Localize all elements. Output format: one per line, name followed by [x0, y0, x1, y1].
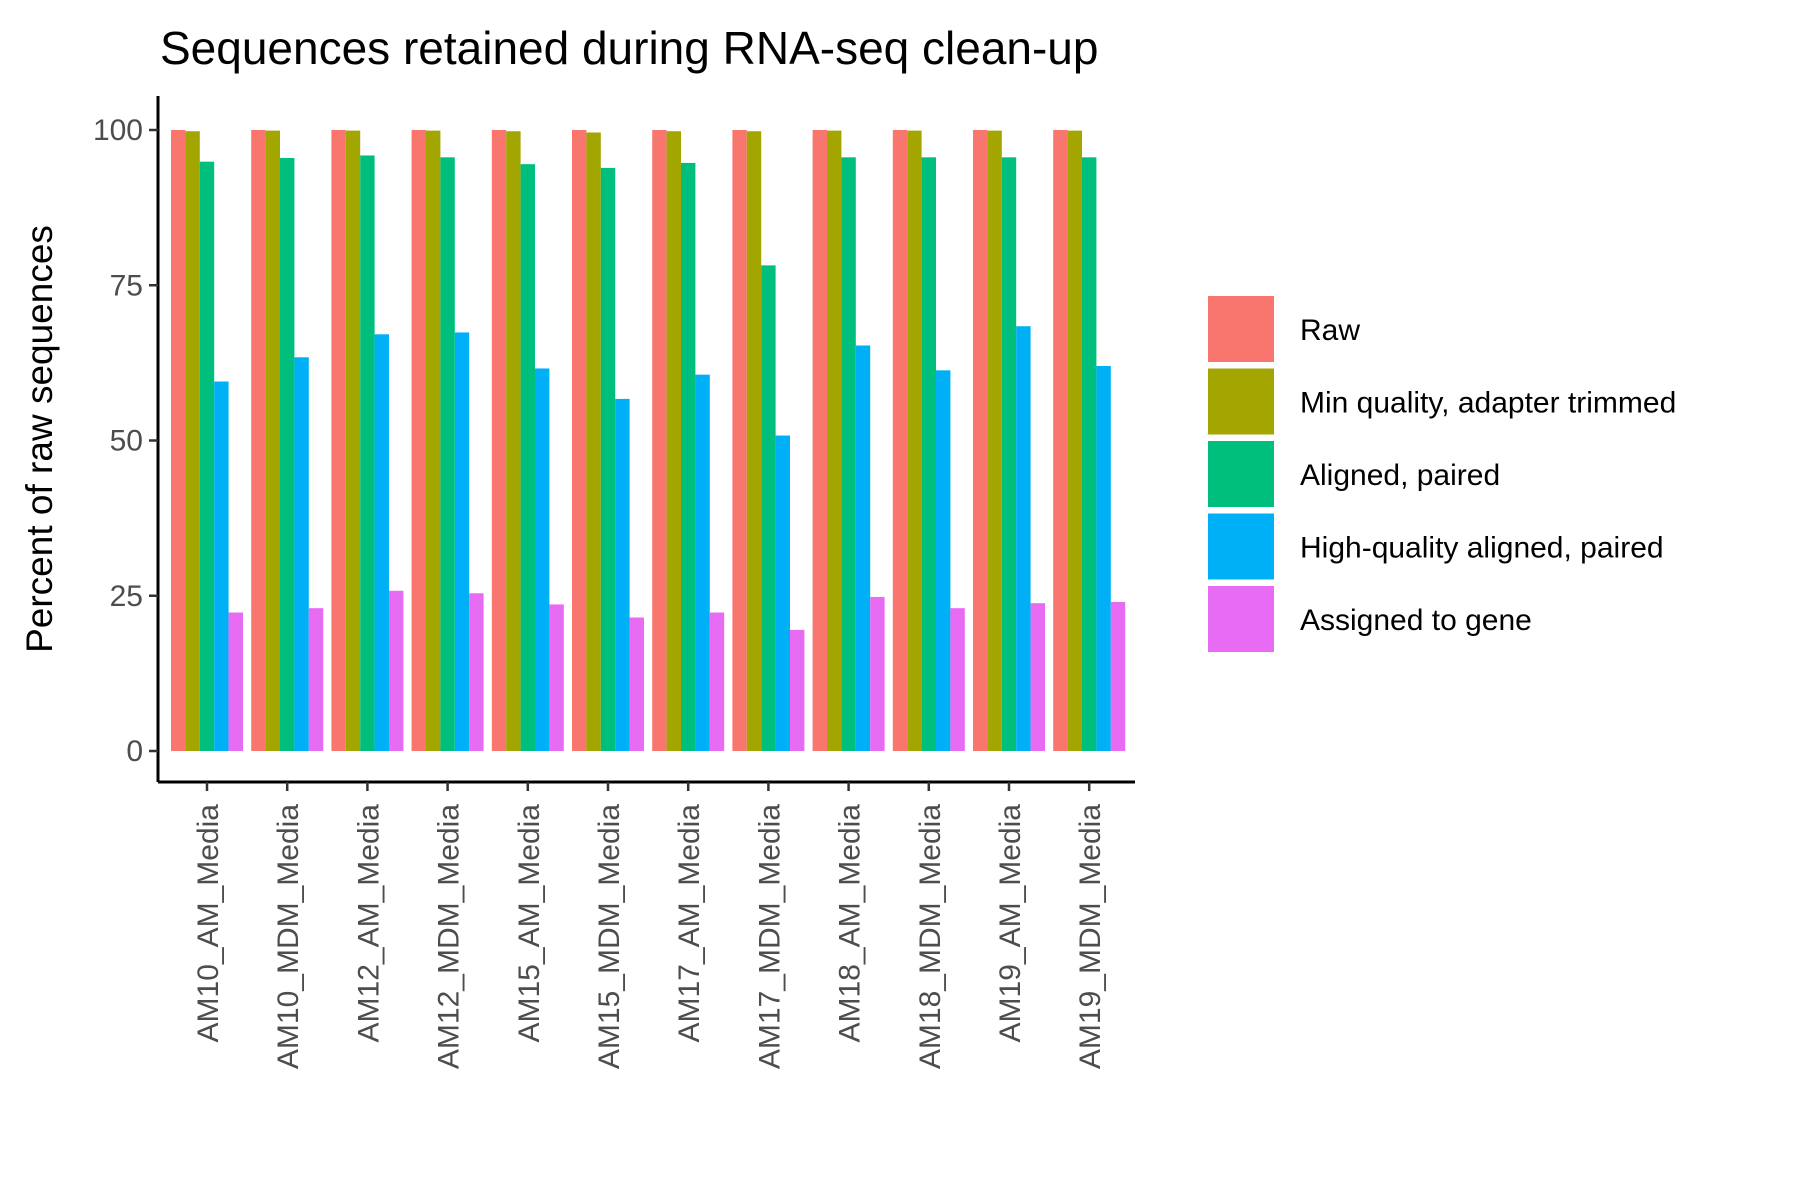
bar-AM12_AM_Media-4	[374, 334, 389, 751]
bar-AM10_AM_Media-3	[199, 161, 215, 752]
y-axis: 0 25 50 75 100	[93, 96, 160, 782]
x-axis: AM10_AM_Media AM10_MDM_Media AM12_AM_Media…	[158, 780, 1135, 1069]
bar-AM10_AM_Media-4	[214, 381, 229, 751]
y-tick-label: 75	[110, 269, 143, 302]
x-tick-label: AM15_AM_Media	[513, 804, 546, 1043]
bar-AM19_AM_Media-3	[1001, 157, 1017, 751]
bar-AM10_AM_Media-1	[171, 130, 186, 751]
x-tick-label: AM19_MDM_Media	[1074, 804, 1107, 1069]
bar-AM17_MDM_Media-4	[775, 435, 790, 751]
bar-AM17_AM_Media-3	[681, 162, 696, 751]
x-tick-label: AM15_MDM_Media	[593, 804, 626, 1069]
bar-AM12_MDM_Media-5	[469, 593, 484, 751]
bar-AM12_AM_Media-5	[389, 590, 404, 751]
bar-AM19_MDM_Media-4	[1096, 365, 1111, 751]
bar-AM12_MDM_Media-2	[426, 130, 441, 751]
bar-AM10_MDM_Media-3	[280, 157, 295, 751]
x-tick-label: AM17_MDM_Media	[753, 804, 786, 1069]
bar-AM18_MDM_Media-5	[950, 608, 965, 751]
legend-key	[1208, 296, 1274, 362]
bar-AM15_AM_Media-2	[506, 131, 521, 752]
legend-key	[1208, 368, 1274, 435]
bar-AM17_MDM_Media-2	[746, 131, 762, 752]
bar-AM18_MDM_Media-2	[907, 130, 922, 751]
bar-AM15_MDM_Media-2	[586, 132, 601, 752]
x-tick-label: AM10_AM_Media	[192, 804, 225, 1043]
bars-layer	[171, 130, 1126, 752]
chart-title: Sequences retained during RNA-seq clean-…	[160, 22, 1098, 74]
x-tick-label: AM12_AM_Media	[352, 804, 385, 1043]
bar-AM10_AM_Media-5	[228, 612, 243, 751]
bar-AM10_MDM_Media-4	[294, 357, 309, 751]
bar-AM19_MDM_Media-2	[1067, 130, 1082, 751]
bar-AM15_AM_Media-1	[491, 130, 507, 751]
legend-label: Assigned to gene	[1300, 604, 1532, 637]
legend-key	[1208, 586, 1274, 652]
x-tick-label: AM19_AM_Media	[994, 804, 1027, 1043]
bar-AM18_AM_Media-3	[841, 157, 856, 751]
bar-AM17_AM_Media-2	[666, 131, 681, 752]
bar-AM15_MDM_Media-1	[572, 130, 587, 751]
bar-AM17_MDM_Media-5	[790, 629, 805, 751]
bar-AM15_MDM_Media-4	[615, 398, 630, 751]
y-tick-label: 50	[110, 425, 143, 458]
bar-AM10_AM_Media-2	[185, 131, 200, 752]
x-tick-label: AM12_MDM_Media	[433, 804, 466, 1069]
y-tick-label: 0	[126, 735, 143, 768]
bar-AM18_MDM_Media-3	[921, 157, 936, 751]
bar-AM19_AM_Media-1	[973, 130, 988, 751]
legend-key	[1208, 513, 1274, 580]
bar-AM15_AM_Media-5	[549, 604, 564, 751]
bar-AM18_AM_Media-5	[870, 596, 885, 751]
bar-AM12_MDM_Media-1	[411, 130, 426, 751]
x-tick-label: AM18_MDM_Media	[914, 804, 947, 1069]
bar-AM19_AM_Media-4	[1016, 326, 1031, 751]
bar-AM10_MDM_Media-1	[251, 130, 266, 751]
bar-AM12_AM_Media-2	[345, 130, 361, 751]
x-tick-label: AM18_AM_Media	[834, 804, 867, 1043]
bar-AM17_MDM_Media-3	[761, 265, 776, 751]
legend-key	[1208, 441, 1274, 507]
y-tick-label: 25	[110, 580, 143, 613]
bar-AM17_AM_Media-4	[695, 374, 710, 751]
x-tick-label: AM17_AM_Media	[673, 804, 706, 1043]
bar-AM12_AM_Media-1	[331, 130, 346, 751]
bar-AM15_AM_Media-4	[535, 368, 550, 751]
bar-AM15_MDM_Media-3	[600, 167, 616, 751]
bar-AM17_AM_Media-1	[652, 130, 667, 751]
bar-AM19_AM_Media-2	[987, 130, 1002, 751]
bar-AM18_MDM_Media-4	[936, 370, 951, 751]
bar-AM12_MDM_Media-4	[454, 332, 470, 751]
legend-label: Min quality, adapter trimmed	[1300, 387, 1676, 420]
bar-AM12_MDM_Media-3	[440, 157, 455, 751]
bar-AM12_AM_Media-3	[360, 155, 375, 751]
bar-AM17_MDM_Media-1	[732, 130, 747, 751]
legend-label: Raw	[1300, 314, 1360, 347]
bar-AM15_AM_Media-3	[520, 164, 535, 751]
legend: Raw Min quality, adapter trimmed Aligned, …	[1208, 296, 1676, 652]
bar-AM10_MDM_Media-2	[265, 130, 280, 751]
bar-AM10_MDM_Media-5	[308, 608, 324, 751]
y-axis-label: Percent of raw sequences	[19, 225, 60, 653]
bar-AM17_AM_Media-5	[709, 612, 725, 751]
bar-AM19_MDM_Media-1	[1053, 130, 1068, 751]
y-tick-label: 100	[93, 114, 143, 147]
bar-AM19_MDM_Media-5	[1110, 601, 1126, 751]
bar-AM18_AM_Media-4	[855, 345, 871, 751]
legend-label: High-quality aligned, paired	[1300, 532, 1664, 565]
legend-label: Aligned, paired	[1300, 459, 1500, 492]
bar-AM19_MDM_Media-3	[1082, 157, 1097, 751]
bar-AM15_MDM_Media-5	[629, 617, 644, 751]
bar-AM18_MDM_Media-1	[892, 130, 908, 751]
bar-AM19_AM_Media-5	[1030, 603, 1045, 751]
x-tick-label: AM10_MDM_Media	[272, 804, 305, 1069]
bar-AM18_AM_Media-1	[812, 130, 827, 751]
bar-AM18_AM_Media-2	[827, 130, 842, 751]
